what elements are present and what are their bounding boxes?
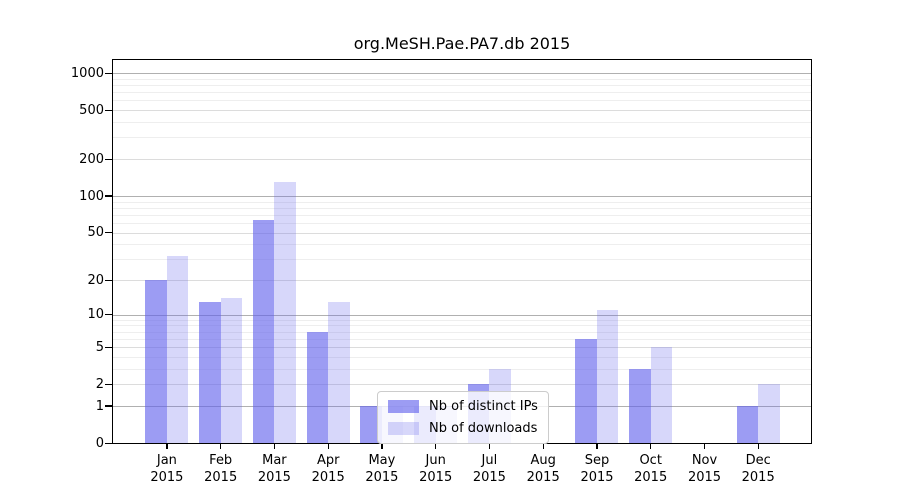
x-tick-label-dec: Dec 2015 xyxy=(741,453,775,486)
y-tick-2 xyxy=(105,383,113,386)
bar-jan-distinct-ips xyxy=(145,280,167,443)
x-tick-label-may: May 2015 xyxy=(365,453,399,486)
y-tick-label-1000: 1000 xyxy=(70,65,104,81)
y-tick-label-2: 2 xyxy=(95,376,104,392)
x-tick-label-jan: Jan 2015 xyxy=(150,453,184,486)
x-tick-label-oct: Oct 2015 xyxy=(634,453,668,486)
x-tick-label-apr: Apr 2015 xyxy=(311,453,345,486)
plot-area: Nb of distinct IPs Nb of downloads xyxy=(112,59,812,444)
gridline-40 xyxy=(113,244,811,246)
bar-jan-downloads xyxy=(166,255,189,443)
legend: Nb of distinct IPs Nb of downloads xyxy=(377,391,549,444)
gridline-200 xyxy=(113,159,811,160)
bar-feb-downloads xyxy=(220,298,242,443)
y-tick-label-10: 10 xyxy=(87,307,104,323)
legend-label-downloads: Nb of downloads xyxy=(429,421,538,436)
legend-item-distinct-ips: Nb of distinct IPs xyxy=(388,399,538,414)
gridline-5 xyxy=(113,347,811,349)
gridline-800 xyxy=(113,85,811,86)
gridline-30 xyxy=(113,259,811,261)
gridline-60 xyxy=(113,222,811,224)
gridline-100 xyxy=(113,195,811,197)
gridline-2 xyxy=(113,384,811,386)
y-tick-label-0: 0 xyxy=(95,435,104,451)
legend-swatch-distinct-ips xyxy=(388,400,419,413)
x-tick-sep xyxy=(596,444,598,450)
y-tick-100 xyxy=(105,195,113,197)
bar-dec-downloads xyxy=(758,384,780,443)
x-tick-oct xyxy=(650,444,652,450)
x-tick-label-jun: Jun 2015 xyxy=(419,453,453,486)
bar-dec-distinct-ips xyxy=(736,405,758,443)
x-tick-label-nov: Nov 2015 xyxy=(687,453,722,486)
x-tick-label-sep: Sep 2015 xyxy=(580,453,614,486)
gridline-400 xyxy=(113,122,811,123)
gridline-4 xyxy=(113,356,811,358)
gridline-1000 xyxy=(113,73,811,74)
x-tick-aug xyxy=(542,444,544,450)
y-tick-label-5: 5 xyxy=(95,339,104,355)
gridline-6 xyxy=(113,338,811,340)
bar-oct-downloads xyxy=(650,347,672,443)
bar-oct-distinct-ips xyxy=(629,368,651,443)
y-tick-20 xyxy=(105,279,113,281)
gridline-3 xyxy=(113,368,811,370)
bar-sep-downloads xyxy=(596,309,619,443)
gridline-8 xyxy=(113,325,811,327)
bar-sep-distinct-ips xyxy=(575,338,597,443)
y-tick-200 xyxy=(105,158,113,160)
bar-may-distinct-ips xyxy=(360,405,382,443)
y-tick-5 xyxy=(105,346,113,348)
x-tick-nov xyxy=(703,444,706,450)
bar-apr-downloads xyxy=(328,301,350,443)
x-tick-jun xyxy=(435,444,437,450)
y-tick-label-1: 1 xyxy=(95,398,104,414)
x-tick-label-jul: Jul 2015 xyxy=(472,453,506,486)
x-tick-feb xyxy=(220,444,222,450)
gridline-7 xyxy=(113,331,811,333)
bar-mar-downloads xyxy=(274,182,296,443)
y-tick-1000 xyxy=(105,72,113,74)
x-tick-label-feb: Feb 2015 xyxy=(204,453,238,486)
gridline-900 xyxy=(113,78,811,80)
y-tick-label-100: 100 xyxy=(79,188,104,204)
y-tick-50 xyxy=(105,232,113,234)
y-tick-label-200: 200 xyxy=(79,151,104,167)
x-tick-may xyxy=(381,444,383,450)
gridline-9 xyxy=(113,319,811,321)
legend-label-distinct-ips: Nb of distinct IPs xyxy=(429,399,538,414)
x-tick-mar xyxy=(273,444,276,450)
x-tick-apr xyxy=(327,444,329,450)
gridline-50 xyxy=(113,232,811,234)
bar-apr-distinct-ips xyxy=(306,331,328,443)
y-tick-1 xyxy=(105,405,113,407)
y-tick-10 xyxy=(105,314,113,316)
legend-swatch-downloads xyxy=(388,422,419,435)
gridline-10 xyxy=(113,314,811,316)
gridline-600 xyxy=(113,100,811,102)
x-tick-label-aug: Aug 2015 xyxy=(526,453,560,486)
y-tick-500 xyxy=(105,109,113,111)
x-tick-label-mar: Mar 2015 xyxy=(257,453,291,486)
y-tick-label-20: 20 xyxy=(87,272,104,288)
y-tick-label-500: 500 xyxy=(79,102,104,118)
x-tick-jan xyxy=(166,444,168,450)
x-tick-dec xyxy=(757,444,759,450)
y-tick-label-50: 50 xyxy=(87,225,104,241)
gridline-80 xyxy=(113,207,811,209)
gridline-700 xyxy=(113,92,811,94)
chart-title: org.MeSH.Pae.PA7.db 2015 xyxy=(353,34,571,53)
bar-feb-distinct-ips xyxy=(199,301,221,443)
legend-item-downloads: Nb of downloads xyxy=(388,421,538,436)
gridline-70 xyxy=(113,214,811,216)
gridline-90 xyxy=(113,201,811,203)
gridline-300 xyxy=(113,137,811,139)
y-tick-0 xyxy=(105,442,113,444)
bar-mar-distinct-ips xyxy=(252,220,275,443)
gridline-500 xyxy=(113,110,811,112)
x-tick-jul xyxy=(488,444,491,450)
gridline-20 xyxy=(113,280,811,281)
